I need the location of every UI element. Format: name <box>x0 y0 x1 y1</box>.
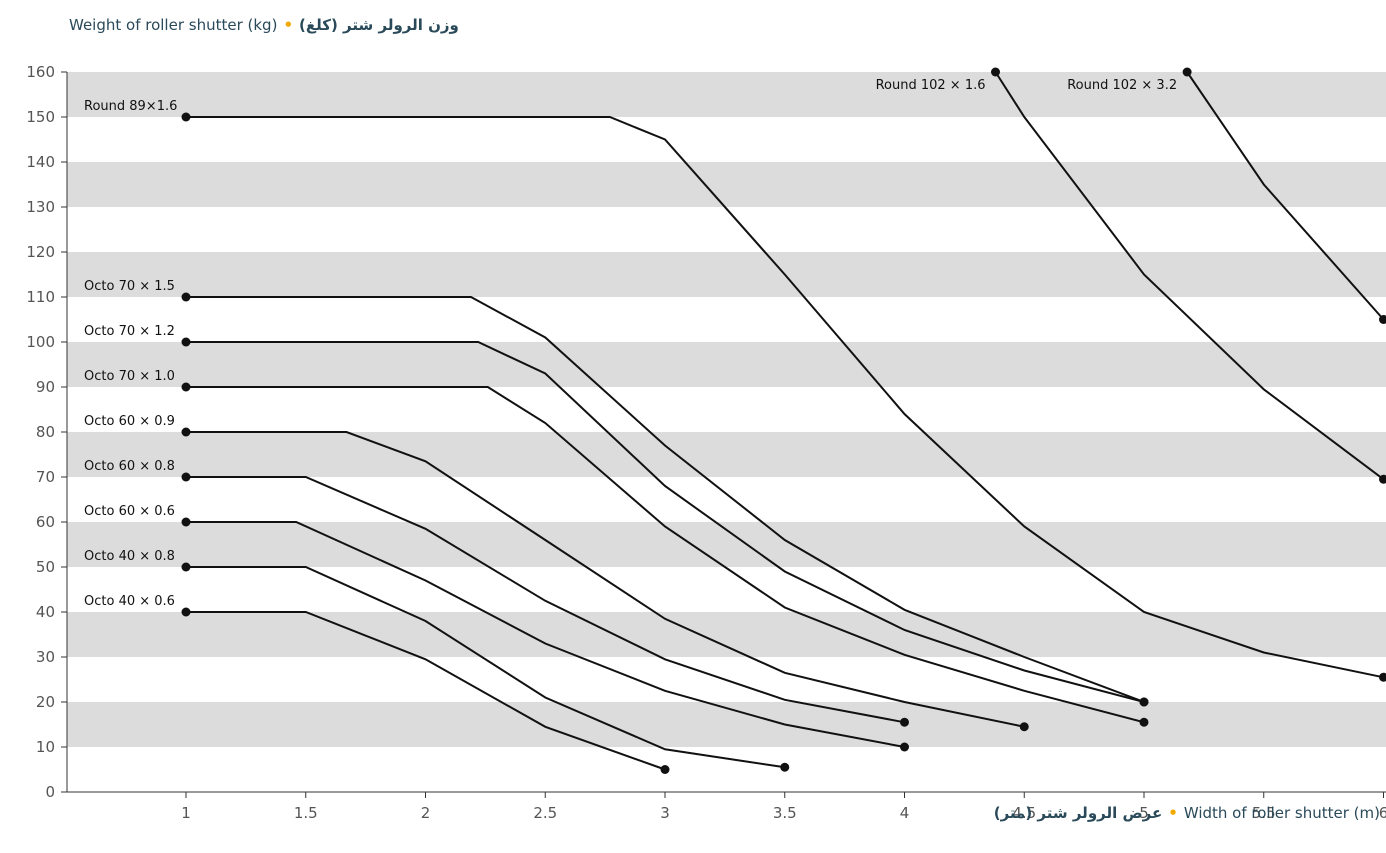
series-end-marker-octo-60-0-6 <box>900 742 909 752</box>
title-separator-dot: • <box>283 16 294 34</box>
series-end-marker-round-102-3-2 <box>1379 315 1386 324</box>
series-end-marker-octo-70-1-2 <box>1139 697 1149 707</box>
series-end-marker-round-102-1-6 <box>1379 474 1386 484</box>
y-tick-label-90: 90 <box>36 378 55 396</box>
y-tick-label-160: 160 <box>26 63 55 81</box>
series-line-octo-40-0-8 <box>186 566 785 769</box>
series-start-marker-round-102-1-6 <box>991 67 1001 77</box>
y-tick-label-120: 120 <box>26 243 55 261</box>
series-end-marker-octo-70-1-0 <box>1139 717 1149 727</box>
y-tick-label-140: 140 <box>26 153 55 171</box>
y-tick-label-150: 150 <box>26 108 55 126</box>
x-tick-label-5: 5 <box>1139 804 1149 822</box>
y-tick-label-30: 30 <box>36 648 55 666</box>
series-line-octo-70-1-0 <box>186 386 1145 724</box>
series-start-marker-octo-70-1-0 <box>181 382 191 392</box>
y-tick-label-10: 10 <box>36 738 55 756</box>
series-label-octo-70-1-0: Octo 70 × 1.0 <box>84 369 175 384</box>
x-axis-title-ar: عرض الرولر شتر (متر) <box>993 804 1163 822</box>
series-start-marker-round-89-1-6 <box>181 112 191 122</box>
series-line-octo-60-0-9 <box>186 431 1025 728</box>
series-line-round-102-1-6 <box>994 71 1385 481</box>
x-tick-label-3.5: 3.5 <box>773 804 797 822</box>
y-tick-label-60: 60 <box>36 513 55 531</box>
series-label-octo-60-0-6: Octo 60 × 0.6 <box>84 504 175 519</box>
band-90 <box>67 342 1386 387</box>
y-tick-label-80: 80 <box>36 423 55 441</box>
series-label-octo-70-1-2: Octo 70 × 1.2 <box>84 324 175 339</box>
y-axis-title: Weight of roller shutter (kg) • وزن الرولر… <box>69 16 459 34</box>
x-tick-label-5.5: 5.5 <box>1252 804 1276 822</box>
band-130 <box>67 162 1386 207</box>
y-axis-title-en: Weight of roller shutter (kg) <box>69 16 278 34</box>
band-150 <box>67 72 1386 117</box>
background-bands <box>67 72 1386 747</box>
series-end-marker-round-89-1-6 <box>1379 672 1386 682</box>
series-line-octo-70-1-2 <box>186 341 1145 703</box>
y-tick-label-130: 130 <box>26 198 55 216</box>
series-label-octo-70-1-5: Octo 70 × 1.5 <box>84 279 175 294</box>
x-tick-label-6: 6 <box>1379 804 1386 822</box>
series-lines <box>181 67 1386 774</box>
series-line-round-89-1-6 <box>186 116 1384 679</box>
x-axis-title: عرض الرولر شتر (متر) • Width of roller shu… <box>994 804 1380 822</box>
y-tick-label-20: 20 <box>36 693 55 711</box>
series-label-round-102-3-2: Round 102 × 3.2 <box>1067 78 1177 93</box>
x-tick-label-4: 4 <box>900 804 910 822</box>
series-start-marker-octo-40-0-6 <box>181 607 191 617</box>
y-tick-label-100: 100 <box>26 333 55 351</box>
series-start-marker-octo-60-0-9 <box>181 427 191 437</box>
x-tick-label-2.5: 2.5 <box>533 804 557 822</box>
axes: 0 10 20 30 40 50 60 70 80 90 100 110 120 130 140 150 160… <box>26 63 1386 822</box>
series-label-octo-40-0-8: Octo 40 × 0.8 <box>84 549 175 564</box>
x-tick-label-2: 2 <box>421 804 431 822</box>
series-label-octo-40-0-6: Octo 40 × 0.6 <box>84 594 175 609</box>
x-axis-title-en: Width of roller shutter (m) <box>1183 804 1380 822</box>
band-10 <box>67 702 1386 747</box>
series-label-octo-60-0-9: Octo 60 × 0.9 <box>84 414 175 429</box>
series-end-marker-octo-60-0-9 <box>1019 722 1029 732</box>
series-line-octo-60-0-6 <box>186 521 905 748</box>
series-end-marker-octo-40-0-6 <box>660 765 670 774</box>
series-label-round-102-1-6: Round 102 × 1.6 <box>876 78 986 93</box>
x-tick-label-3: 3 <box>660 804 670 822</box>
band-30 <box>67 612 1386 657</box>
x-tick-label-4.5: 4.5 <box>1012 804 1036 822</box>
y-axis-title-ar: وزن الرولر شتر (كلغ) <box>299 16 459 34</box>
series-start-marker-octo-40-0-8 <box>181 562 191 572</box>
x-tick-label-1: 1 <box>181 804 191 822</box>
x-tick-label-1.5: 1.5 <box>294 804 318 822</box>
series-start-marker-octo-60-0-8 <box>181 472 191 482</box>
series-start-marker-octo-70-1-2 <box>181 337 191 347</box>
series-labels: Round 89×1.6 Round 102 × 1.6 Round 102 × 3… <box>84 78 1177 609</box>
series-start-marker-octo-60-0-6 <box>181 517 191 527</box>
xtitle-separator-dot: • <box>1168 804 1178 822</box>
series-start-marker-round-102-3-2 <box>1182 67 1192 77</box>
series-end-marker-octo-60-0-8 <box>900 717 909 727</box>
series-label-octo-60-0-8: Octo 60 × 0.8 <box>84 459 175 474</box>
y-tick-label-0: 0 <box>45 783 55 801</box>
band-70 <box>67 432 1386 477</box>
series-label-round-89-1-6: Round 89×1.6 <box>84 99 177 114</box>
series-line-octo-40-0-6 <box>186 611 666 771</box>
series-line-octo-70-1-5 <box>186 296 1145 703</box>
y-tick-label-50: 50 <box>36 558 55 576</box>
series-line-octo-60-0-8 <box>186 476 905 724</box>
series-start-marker-octo-70-1-5 <box>181 292 191 302</box>
band-110 <box>67 252 1386 297</box>
y-tick-label-110: 110 <box>26 288 55 306</box>
series-line-round-102-3-2 <box>1186 71 1385 321</box>
y-tick-label-70: 70 <box>36 468 55 486</box>
series-end-marker-octo-40-0-8 <box>780 762 790 772</box>
y-tick-label-40: 40 <box>36 603 55 621</box>
